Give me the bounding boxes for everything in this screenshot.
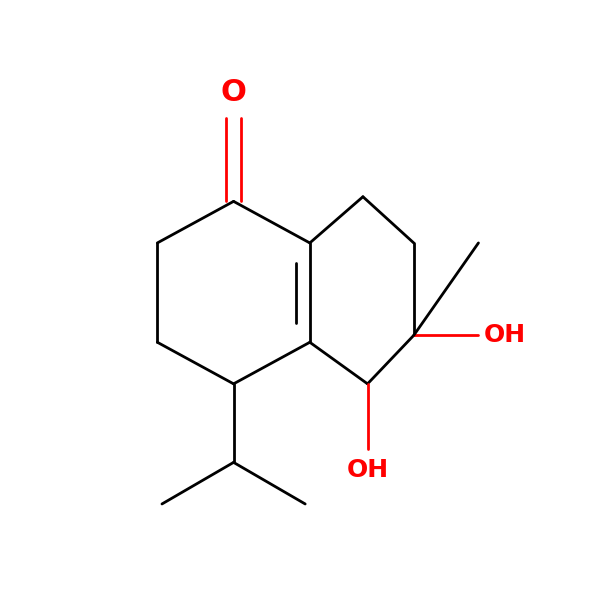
Text: OH: OH bbox=[346, 458, 389, 482]
Text: O: O bbox=[221, 77, 247, 107]
Text: OH: OH bbox=[484, 323, 526, 347]
